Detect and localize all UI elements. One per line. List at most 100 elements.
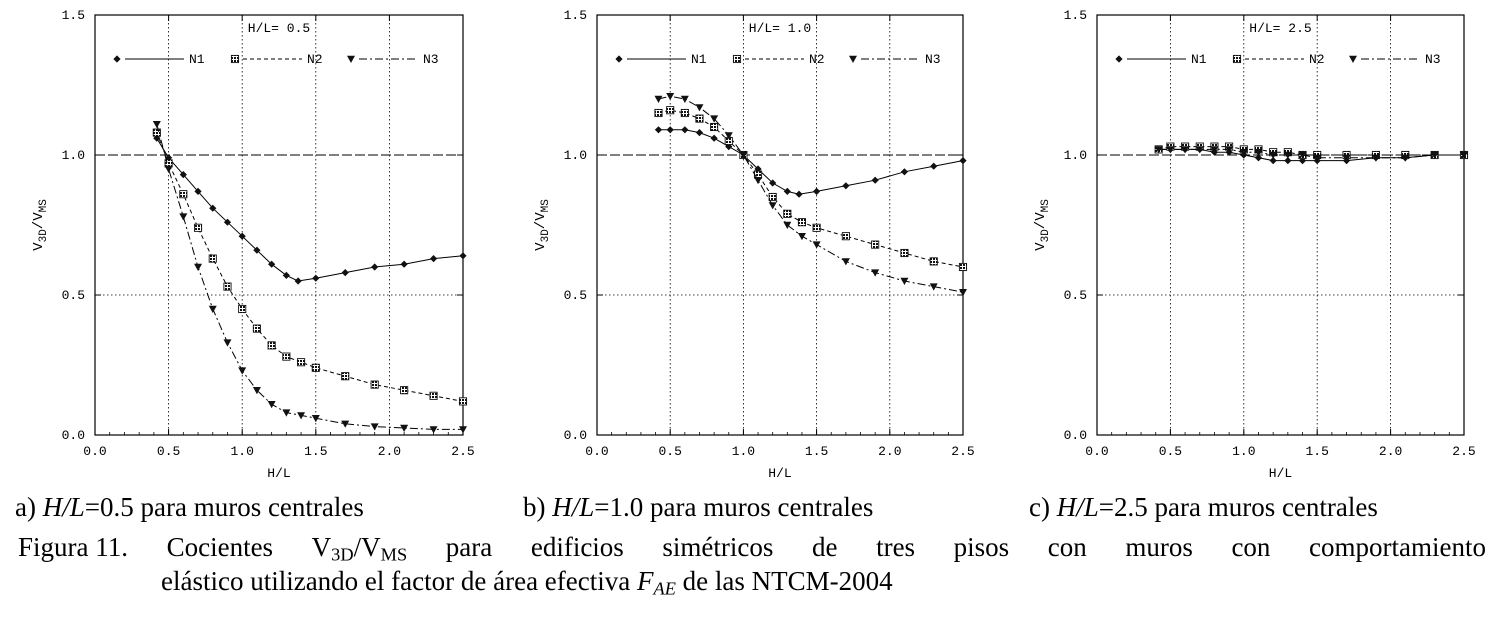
data-point-N2 xyxy=(400,386,409,395)
plot-frame xyxy=(596,14,964,436)
data-point-N2 xyxy=(223,282,232,291)
data-point-N3 xyxy=(1283,151,1292,159)
data-point-N3 xyxy=(959,289,967,297)
x-tick-label: 1.0 xyxy=(1232,444,1255,459)
data-point-N2 xyxy=(458,397,468,406)
data-point-N2 xyxy=(958,262,968,272)
data-point-N3 xyxy=(179,213,188,221)
legend-label: N2 xyxy=(307,52,323,67)
y-axis-label: V3D/VMS xyxy=(533,199,552,251)
caption-line-2: elástico utilizando el factor de área ef… xyxy=(161,566,893,599)
data-point-N3 xyxy=(1342,154,1351,162)
data-point-N3 xyxy=(267,401,276,409)
data-point-N1 xyxy=(459,252,467,260)
x-tick-label: 1.5 xyxy=(304,444,327,459)
data-point-N3 xyxy=(223,339,232,347)
data-point-N1 xyxy=(1269,157,1277,165)
panel-title: H/L= 2.5 xyxy=(1249,21,1311,36)
data-point-N2 xyxy=(666,106,675,115)
legend-marker xyxy=(113,55,121,63)
data-point-N3 xyxy=(797,233,806,241)
data-point-N2 xyxy=(252,324,261,333)
data-point-N1 xyxy=(294,277,302,285)
x-tick-label: 2.0 xyxy=(378,444,401,459)
data-point-N3 xyxy=(152,121,161,129)
caption-word: Cocientes xyxy=(166,532,274,562)
chart-panel-a: 0.0 0.5 1.0 1.5 2.0 2.5 0.0 0.5 1.0 1.5 H/L V3D/VMS… xyxy=(31,8,475,481)
data-point-N2 xyxy=(238,304,247,314)
data-point-N1 xyxy=(654,126,663,134)
legend-marker xyxy=(849,55,857,63)
data-point-N3 xyxy=(724,132,733,140)
data-point-N2 xyxy=(267,341,276,350)
x-tick-label: 1.5 xyxy=(805,444,828,459)
legend-label: N1 xyxy=(691,52,707,67)
caption-word: con xyxy=(1047,532,1087,562)
data-point-N1 xyxy=(813,187,821,195)
data-point-N3 xyxy=(666,93,675,101)
data-point-N3 xyxy=(341,420,350,428)
data-point-N3 xyxy=(1401,154,1410,162)
x-axis-label: H/L xyxy=(768,466,791,481)
data-point-N3 xyxy=(370,423,379,431)
legend-label: N1 xyxy=(189,52,205,67)
x-tick-label: 0.5 xyxy=(658,444,681,459)
figure-caption: Figura 11. Cocientes V3D/VMS para edific… xyxy=(18,530,1486,598)
figure-panels: 0.0 0.5 1.0 1.5 2.0 2.5 0.0 0.5 1.0 1.5 H/L V3D/VMS… xyxy=(31,8,1476,481)
data-point-N2 xyxy=(311,363,320,372)
data-point-N3 xyxy=(1225,146,1234,154)
data-point-N1 xyxy=(282,271,290,279)
series-line-N1 xyxy=(658,129,964,195)
x-tick-label: 0.0 xyxy=(83,444,106,459)
panel-title: H/L= 1.0 xyxy=(749,21,811,36)
data-point-N2 xyxy=(783,209,792,218)
legend-label: N2 xyxy=(809,52,825,67)
data-point-N3 xyxy=(282,409,291,417)
series-line-N3 xyxy=(156,124,463,430)
data-point-N3 xyxy=(1460,151,1468,159)
y-tick-label: 0.0 xyxy=(62,428,85,443)
data-point-N3 xyxy=(900,277,909,285)
subcaption-b: b) H/L=1.0 para muros centrales xyxy=(523,492,874,522)
caption-word: muros xyxy=(1125,532,1193,562)
data-point-N3 xyxy=(459,426,467,434)
data-point-N3 xyxy=(238,367,247,375)
x-tick-label: 0.0 xyxy=(1085,444,1108,459)
caption-word: edificios xyxy=(530,532,624,562)
series-line-N2 xyxy=(658,109,964,268)
data-point-N2 xyxy=(929,257,938,266)
data-point-N2 xyxy=(812,223,821,232)
data-point-N3 xyxy=(1313,154,1322,162)
data-point-N1 xyxy=(695,129,704,137)
data-point-N3 xyxy=(871,269,880,277)
legend-marker xyxy=(230,54,240,64)
x-tick-label: 1.0 xyxy=(732,444,755,459)
x-axis-label: H/L xyxy=(1269,466,1292,481)
data-point-N2 xyxy=(768,192,777,202)
data-point-N1 xyxy=(783,187,791,195)
y-tick-label: 0.0 xyxy=(564,428,587,443)
data-point-N1 xyxy=(1284,157,1292,165)
data-point-N2 xyxy=(179,190,188,199)
legend-marker xyxy=(732,54,742,64)
x-tick-label: 2.5 xyxy=(951,444,974,459)
data-point-N2 xyxy=(152,128,161,137)
data-point-N1 xyxy=(842,182,850,190)
x-tick-label: 2.5 xyxy=(1452,444,1475,459)
data-point-N3 xyxy=(1210,146,1219,154)
caption-label: Figura 11. xyxy=(18,532,128,562)
data-point-N3 xyxy=(252,387,261,395)
caption-word: con xyxy=(1231,532,1271,562)
data-point-N1 xyxy=(769,179,777,187)
x-tick-label: 0.5 xyxy=(157,444,180,459)
plot-frame xyxy=(1096,14,1465,436)
data-point-N1 xyxy=(871,176,879,184)
data-point-N1 xyxy=(1254,154,1263,162)
y-tick-label: 1.5 xyxy=(62,8,85,23)
plot-frame xyxy=(94,14,464,436)
y-tick-label: 1.0 xyxy=(564,148,587,163)
data-point-N1 xyxy=(238,232,246,240)
panel-title: H/L= 0.5 xyxy=(248,21,310,36)
y-tick-label: 0.5 xyxy=(1064,288,1087,303)
legend-label: N3 xyxy=(423,52,439,67)
